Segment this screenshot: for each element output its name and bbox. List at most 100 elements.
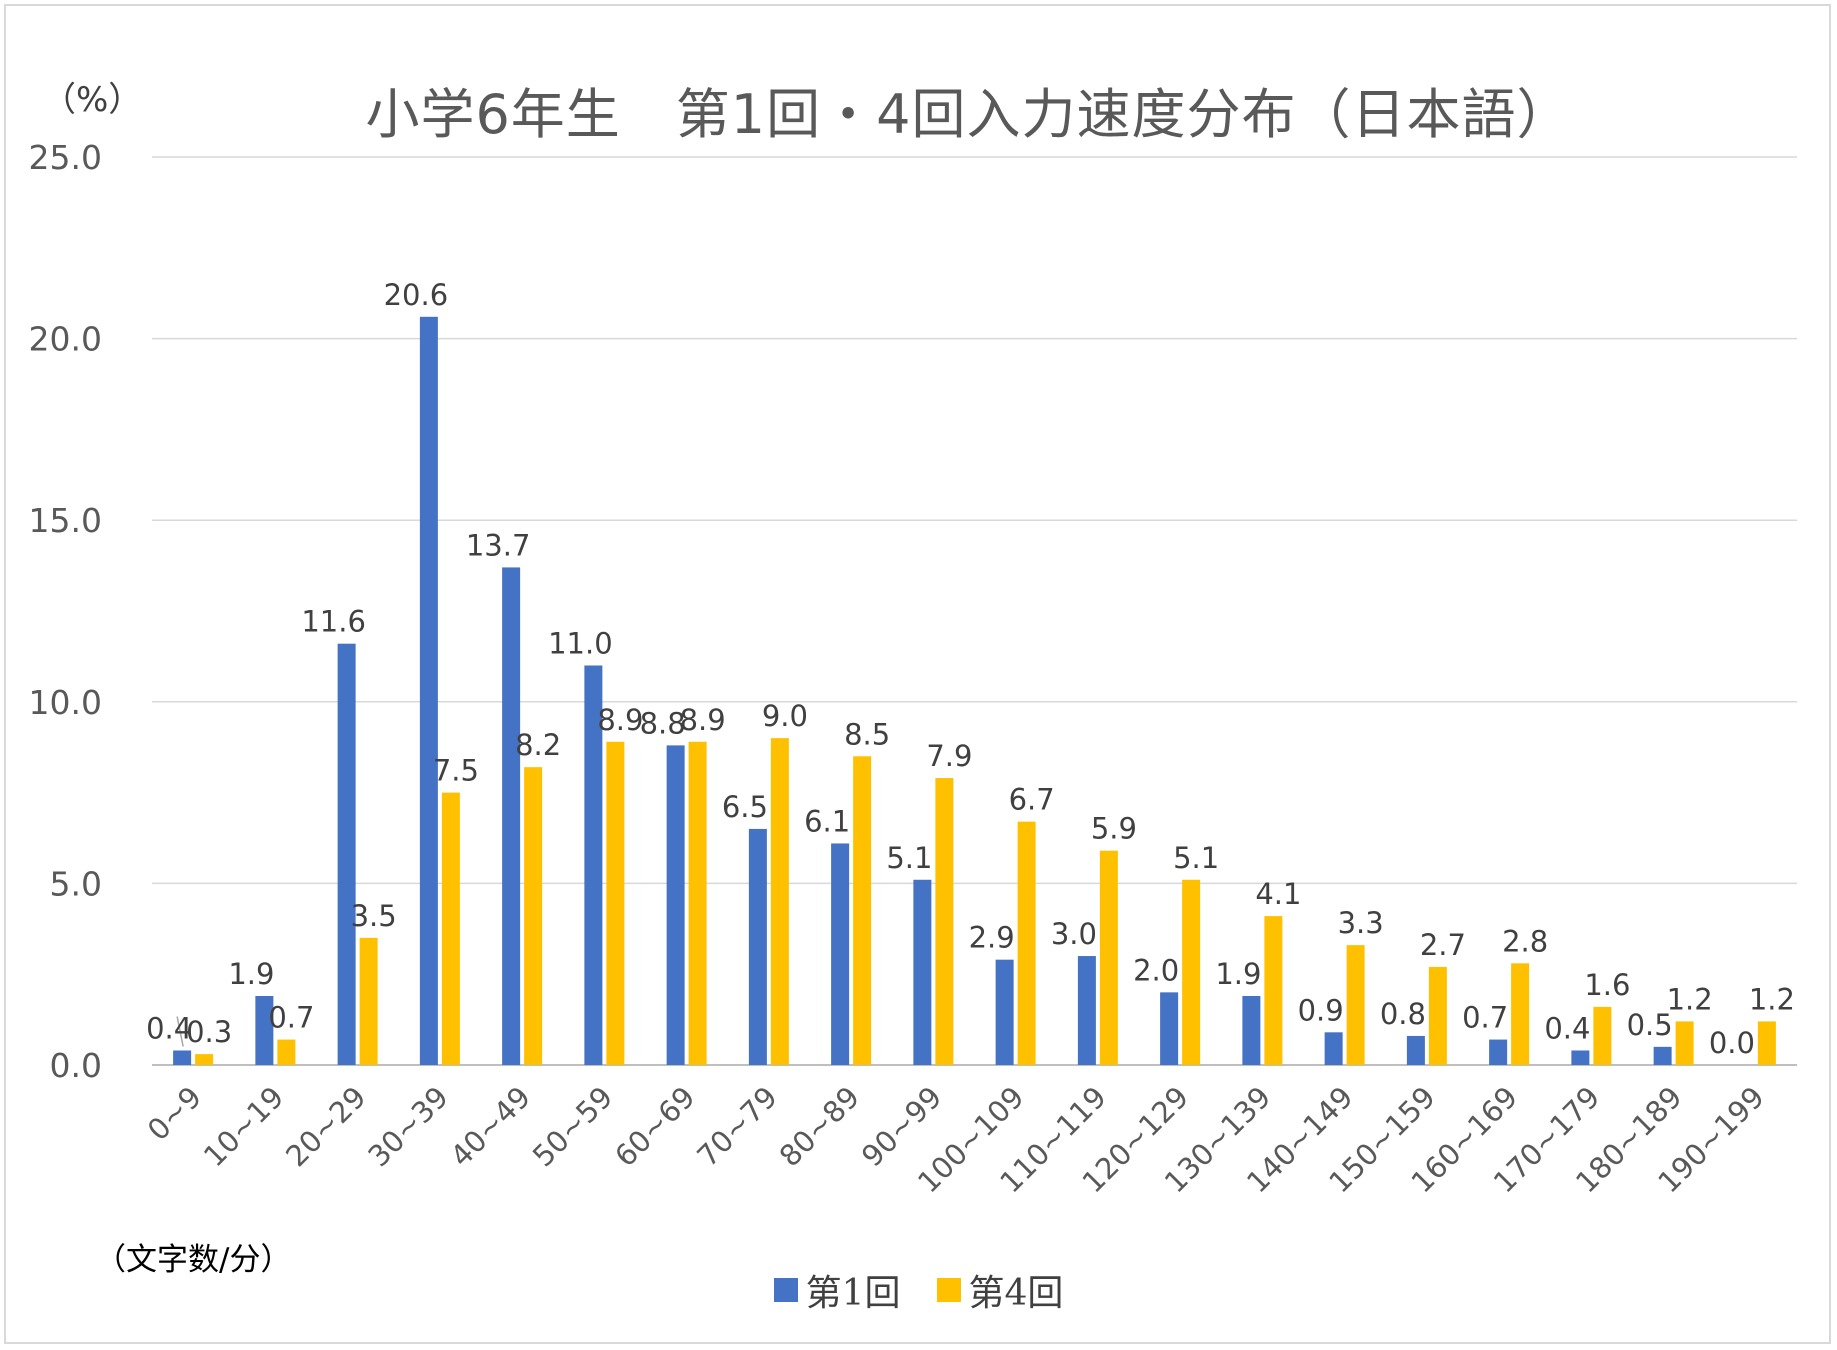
data-label-series-2: 0.7 [268, 1001, 314, 1035]
y-axis-label: （%） [42, 80, 143, 120]
bar-series-2 [524, 767, 543, 1065]
legend-item-series-1[interactable]: 第1回 [773, 1264, 901, 1316]
data-label-series-2: 7.9 [926, 739, 972, 773]
data-label-leader [176, 1016, 184, 1047]
bar-series-2 [1182, 879, 1201, 1065]
chart-title: 小学6年生 第1回・4回入力速度分布（日本語） [365, 83, 1572, 146]
legend-swatch-series-2 [936, 1278, 961, 1302]
x-tick-label: 0~9 [141, 1080, 208, 1147]
bar-series-1 [1242, 995, 1261, 1065]
bar-series-1 [995, 959, 1014, 1065]
data-label-series-1: 0.8 [1380, 997, 1426, 1031]
bar-series-1 [1489, 1039, 1508, 1065]
data-label-series-1: 11.0 [548, 626, 613, 660]
data-label-series-1: 13.7 [466, 528, 531, 562]
x-tick-label: 30~39 [361, 1080, 454, 1173]
bar-series-2 [359, 937, 378, 1065]
data-label-series-2: 4.1 [1255, 877, 1301, 911]
data-label-series-1: 11.6 [301, 605, 366, 639]
bar-series-1 [913, 879, 932, 1065]
bar-series-1 [255, 995, 274, 1065]
x-axis-label: （文字数/分） [95, 1242, 292, 1278]
data-label-series-2: 8.9 [680, 703, 726, 737]
x-tick-label: 60~69 [608, 1080, 701, 1173]
legend-label-series-1: 第1回 [805, 1273, 901, 1314]
data-label-series-2: 8.9 [597, 703, 643, 737]
y-tick-label: 25.0 [29, 138, 102, 177]
bar-series-1 [831, 843, 850, 1065]
data-label-series-2: 3.5 [351, 899, 397, 933]
data-label-series-2: 1.6 [1584, 968, 1630, 1002]
bar-series-1 [1571, 1050, 1590, 1065]
data-label-series-1: 0.0 [1709, 1026, 1755, 1060]
bar-series-2 [688, 741, 707, 1065]
bar-series-1 [1077, 956, 1096, 1065]
data-label-series-2: 5.1 [1173, 841, 1219, 875]
bar-series-2 [441, 792, 460, 1065]
bar-series-1 [748, 828, 767, 1065]
y-tick-label: 0.0 [50, 1046, 102, 1085]
bar-series-2 [853, 756, 872, 1065]
bar-series-2 [770, 738, 789, 1065]
y-tick-label: 20.0 [29, 320, 102, 359]
bar-series-1 [1406, 1035, 1425, 1065]
x-tick-label: 80~89 [773, 1080, 866, 1173]
bar-series-1 [584, 665, 603, 1065]
x-tick-label: 50~59 [526, 1080, 619, 1173]
legend-swatch-series-1 [773, 1278, 798, 1302]
data-label-series-2: 2.8 [1502, 924, 1548, 958]
bar-series-1 [1653, 1046, 1672, 1065]
data-label-series-2: 8.5 [844, 717, 890, 751]
bar-series-2 [1757, 1021, 1776, 1065]
bar-series-2 [195, 1054, 214, 1065]
x-tick-label: 10~19 [197, 1080, 290, 1173]
data-label-series-1: 0.5 [1627, 1008, 1673, 1042]
data-label-series-1: 0.7 [1462, 1001, 1508, 1035]
x-tick-label: 20~29 [279, 1080, 372, 1173]
bar-series-1 [1324, 1032, 1343, 1065]
data-label-series-1: 1.9 [228, 957, 274, 991]
data-label-series-1: 2.9 [969, 921, 1015, 955]
data-label-series-2: 2.7 [1420, 928, 1466, 962]
bar-series-2 [1264, 916, 1283, 1065]
chart-frame [4, 4, 1831, 1344]
bar-series-2 [277, 1039, 296, 1065]
bar-series-1 [1160, 992, 1179, 1065]
data-label-series-1: 6.1 [804, 804, 850, 838]
data-label-series-1: 5.1 [886, 841, 932, 875]
y-tick-label: 10.0 [29, 683, 102, 722]
data-label-series-2: 6.7 [1009, 783, 1055, 817]
x-tick-label: 70~79 [690, 1080, 783, 1173]
data-label-series-2: 3.3 [1338, 906, 1384, 940]
data-label-series-1: 3.0 [1051, 917, 1097, 951]
bar-series-2 [935, 778, 954, 1065]
legend: 第1回 第4回 [0, 1264, 1837, 1316]
bar-series-2 [1675, 1021, 1694, 1065]
bar-series-2 [1593, 1006, 1612, 1065]
bar-series-2 [606, 741, 625, 1065]
bar-series-2 [1017, 821, 1036, 1065]
bar-series-1 [502, 567, 521, 1065]
data-label-series-1: 0.4 [146, 1011, 192, 1045]
legend-label-series-2: 第4回 [968, 1273, 1064, 1314]
data-label-series-1: 20.6 [384, 278, 449, 312]
data-label-series-1: 8.8 [640, 706, 686, 740]
bar-series-2 [1099, 850, 1118, 1065]
data-label-series-2: 8.2 [515, 728, 561, 762]
data-label-series-2: 0.3 [186, 1015, 232, 1049]
bar-series-1 [337, 643, 356, 1065]
bar-series-2 [1511, 963, 1530, 1065]
data-label-series-1: 2.0 [1133, 953, 1179, 987]
data-label-series-2: 5.9 [1091, 812, 1137, 846]
y-tick-label: 15.0 [29, 501, 102, 540]
bar-series-2 [1428, 966, 1447, 1065]
data-label-series-2: 1.2 [1667, 982, 1713, 1016]
data-label-series-2: 9.0 [762, 699, 808, 733]
bar-series-1 [666, 745, 685, 1065]
data-label-series-2: 7.5 [433, 754, 479, 788]
data-label-series-2: 1.2 [1749, 982, 1795, 1016]
x-tick-label: 40~49 [444, 1080, 537, 1173]
legend-item-series-2[interactable]: 第4回 [936, 1264, 1064, 1316]
bar-series-2 [1346, 945, 1365, 1065]
